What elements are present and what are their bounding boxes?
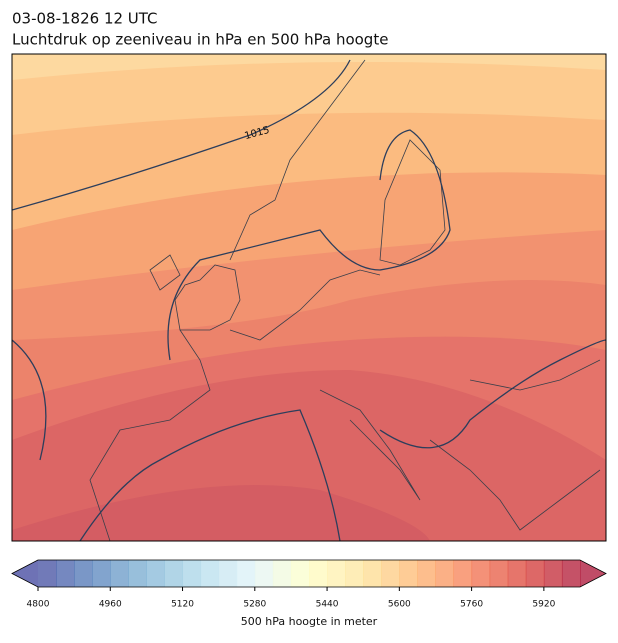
colorbar-swatch: [146, 560, 165, 587]
title-line: Luchtdruk op zeeniveau in hPa en 500 hPa…: [12, 31, 388, 49]
colorbar-swatch: [110, 560, 129, 587]
colorbar-tick-label: 5920: [532, 600, 555, 610]
colorbar-swatch: [327, 560, 346, 587]
isobar: [12, 59, 606, 541]
colorbar-swatch: [290, 560, 310, 587]
colorbar-swatch: [272, 560, 292, 587]
colorbar-tick-label: 5760: [460, 600, 483, 610]
colorbar-swatch: [489, 560, 509, 587]
colorbar-swatch: [309, 560, 328, 587]
colorbar-tick-label: 5120: [171, 600, 194, 610]
colorbar-tick-label: 5600: [388, 600, 411, 610]
colorbar-swatch: [128, 560, 147, 587]
colorbar-tick-label: 4800: [27, 600, 50, 610]
colorbar-swatch: [218, 560, 238, 587]
colorbar-extend-high: [580, 560, 606, 587]
colorbar-swatch: [543, 560, 563, 587]
colorbar-outline: [11, 559, 607, 588]
colorbar: 4800 4960 5120 5280 5440 5600 5760 5920: [11, 559, 607, 610]
colorbar-swatch: [381, 560, 400, 587]
map-frame: [11, 53, 607, 542]
colorbar-tick-label: 5280: [243, 600, 266, 610]
colorbar-swatch: [74, 560, 93, 587]
colorbar-tick-label: 4960: [99, 600, 122, 610]
colorbar-swatch: [399, 560, 418, 587]
colorbar-tick-label: 5440: [316, 600, 339, 610]
colorbar-swatch: [200, 560, 220, 587]
colorbar-swatch: [363, 560, 382, 587]
title-line: 03-08-1826 12 UTC: [12, 10, 158, 28]
colorbar-swatch: [435, 560, 455, 587]
map: 1015: [12, 54, 606, 541]
colorbar-swatch: [236, 560, 256, 587]
colorbar-swatch: [345, 560, 364, 587]
colorbar-swatch: [525, 560, 545, 587]
colorbar-swatch: [164, 560, 184, 587]
colorbar-swatch: [92, 560, 111, 587]
colorbar-swatch: [182, 560, 202, 587]
coastline: [89, 59, 601, 541]
colorbar-swatch: [453, 560, 473, 587]
colorbar-swatch: [471, 560, 491, 587]
colorbar-label: 500 hPa hoogte in meter: [241, 615, 378, 628]
colorbar-swatch: [56, 560, 75, 587]
colorbar-swatch: [561, 560, 581, 587]
colorbar-swatch: [507, 560, 527, 587]
colorbar-swatch: [417, 560, 436, 587]
colorbar-swatch: [254, 560, 274, 587]
colorbar-swatch: [38, 560, 57, 587]
colorbar-extend-low: [12, 560, 38, 587]
